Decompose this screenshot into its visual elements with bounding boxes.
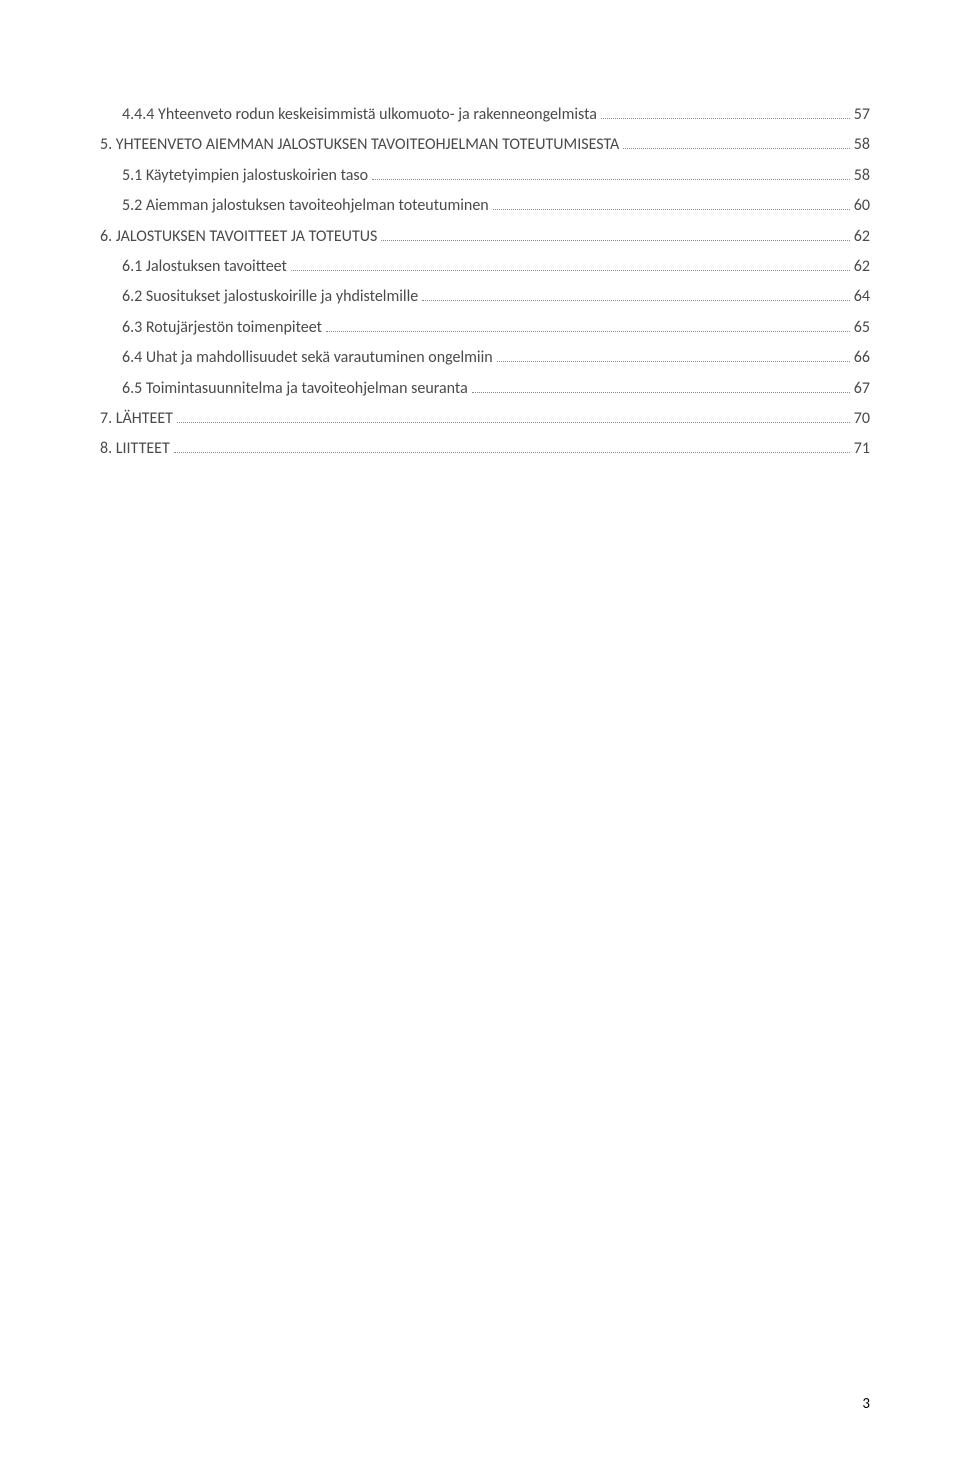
toc-label: 6.1 Jalostuksen tavoitteet bbox=[122, 252, 287, 282]
toc-page: 62 bbox=[854, 252, 870, 282]
toc-entry: 5.1 Käytetyimpien jalostuskoirien taso 5… bbox=[100, 161, 870, 191]
toc-entry: 6.1 Jalostuksen tavoitteet 62 bbox=[100, 252, 870, 282]
toc-dot-leader bbox=[291, 257, 850, 271]
toc-label: 6.4 Uhat ja mahdollisuudet sekä varautum… bbox=[122, 343, 493, 373]
toc-entry: 6.2 Suositukset jalostuskoirille ja yhdi… bbox=[100, 282, 870, 312]
toc-page: 58 bbox=[854, 161, 870, 191]
toc-label: 6. JALOSTUKSEN TAVOITTEET JA TOTEUTUS bbox=[100, 222, 377, 252]
toc-entry: 6. JALOSTUKSEN TAVOITTEET JA TOTEUTUS 62 bbox=[100, 222, 870, 252]
toc-page: 65 bbox=[854, 313, 870, 343]
toc-entry: 6.5 Toimintasuunnitelma ja tavoiteohjelm… bbox=[100, 374, 870, 404]
toc-label: 6.5 Toimintasuunnitelma ja tavoiteohjelm… bbox=[122, 374, 468, 404]
toc-entry: 5.2 Aiemman jalostuksen tavoiteohjelman … bbox=[100, 191, 870, 221]
toc-page: 64 bbox=[854, 282, 870, 312]
toc-dot-leader bbox=[623, 136, 849, 150]
toc-page: 71 bbox=[854, 434, 870, 464]
toc-dot-leader bbox=[372, 166, 850, 180]
toc-label: 5.2 Aiemman jalostuksen tavoiteohjelman … bbox=[122, 191, 489, 221]
toc-dot-leader bbox=[422, 288, 850, 302]
table-of-contents: 4.4.4 Yhteenveto rodun keskeisimmistä ul… bbox=[100, 100, 870, 465]
toc-dot-leader bbox=[601, 105, 850, 119]
toc-dot-leader bbox=[497, 348, 850, 362]
toc-page: 62 bbox=[854, 222, 870, 252]
toc-dot-leader bbox=[472, 379, 850, 393]
toc-dot-leader bbox=[381, 227, 849, 241]
toc-page: 60 bbox=[854, 191, 870, 221]
toc-label: 8. LIITTEET bbox=[100, 434, 170, 464]
toc-dot-leader bbox=[177, 409, 850, 423]
toc-dot-leader bbox=[493, 196, 850, 210]
page-number: 3 bbox=[862, 1395, 870, 1413]
toc-label: 6.3 Rotujärjestön toimenpiteet bbox=[122, 313, 322, 343]
toc-page: 57 bbox=[854, 100, 870, 130]
toc-label: 4.4.4 Yhteenveto rodun keskeisimmistä ul… bbox=[122, 100, 597, 130]
toc-entry: 7. LÄHTEET 70 bbox=[100, 404, 870, 434]
toc-entry: 4.4.4 Yhteenveto rodun keskeisimmistä ul… bbox=[100, 100, 870, 130]
toc-page: 67 bbox=[854, 374, 870, 404]
toc-page: 58 bbox=[854, 130, 870, 160]
toc-dot-leader bbox=[326, 318, 850, 332]
toc-entry: 5. YHTEENVETO AIEMMAN JALOSTUKSEN TAVOIT… bbox=[100, 130, 870, 160]
toc-entry: 6.3 Rotujärjestön toimenpiteet 65 bbox=[100, 313, 870, 343]
toc-page: 70 bbox=[854, 404, 870, 434]
toc-label: 5. YHTEENVETO AIEMMAN JALOSTUKSEN TAVOIT… bbox=[100, 130, 619, 160]
toc-entry: 6.4 Uhat ja mahdollisuudet sekä varautum… bbox=[100, 343, 870, 373]
toc-dot-leader bbox=[174, 440, 850, 454]
document-page: 4.4.4 Yhteenveto rodun keskeisimmistä ul… bbox=[0, 0, 960, 1468]
toc-label: 7. LÄHTEET bbox=[100, 404, 173, 434]
toc-label: 5.1 Käytetyimpien jalostuskoirien taso bbox=[122, 161, 368, 191]
toc-label: 6.2 Suositukset jalostuskoirille ja yhdi… bbox=[122, 282, 418, 312]
toc-entry: 8. LIITTEET 71 bbox=[100, 434, 870, 464]
toc-page: 66 bbox=[854, 343, 870, 373]
